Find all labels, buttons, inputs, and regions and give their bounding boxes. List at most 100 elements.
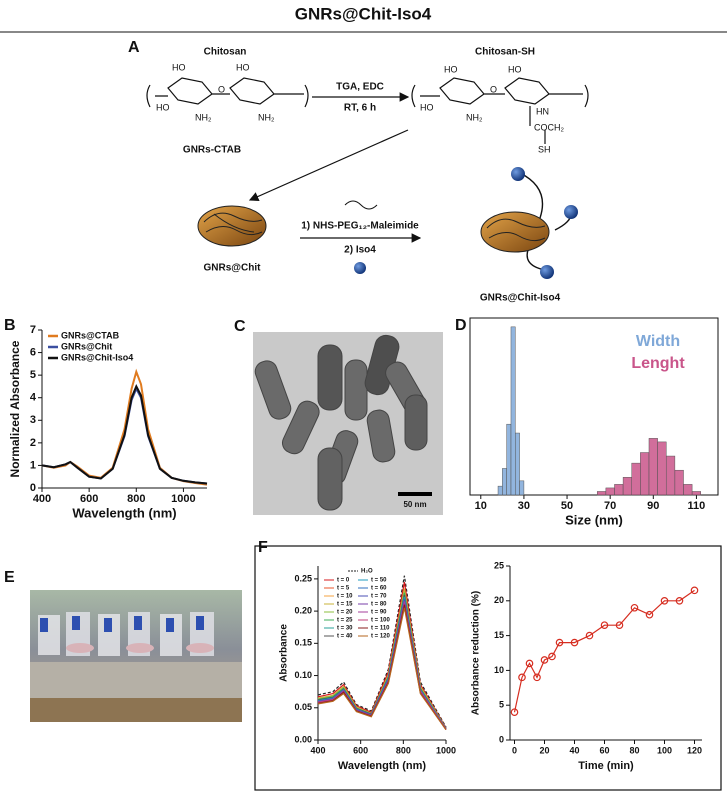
reagent: 2) Iso4 bbox=[344, 245, 376, 256]
y-tick-label: 0.05 bbox=[294, 702, 312, 712]
legend-label: t = 80 bbox=[371, 602, 387, 608]
point bbox=[630, 603, 639, 612]
legend-label: t = 70 bbox=[371, 594, 387, 600]
panel-label: F bbox=[258, 539, 268, 556]
legend-label: t = 60 bbox=[371, 586, 387, 592]
atom: HO bbox=[236, 62, 250, 72]
y-tick-label: 4 bbox=[30, 392, 37, 404]
x-tick-label: 0 bbox=[512, 745, 517, 755]
legend-label: GNRs@Chit bbox=[61, 341, 112, 351]
y-tick-label: 15 bbox=[494, 630, 504, 640]
legend-label: H₂O bbox=[361, 569, 373, 575]
figure-title: GNRs@Chit-Iso4 bbox=[295, 4, 432, 23]
nanorod-icon bbox=[480, 167, 578, 279]
legend-label: t = 100 bbox=[371, 618, 391, 624]
y-tick-label: 20 bbox=[494, 595, 504, 605]
tem-image: C 50 nm bbox=[234, 318, 443, 515]
panel-label: D bbox=[455, 317, 467, 334]
x-tick-label: 600 bbox=[80, 493, 98, 505]
y-axis-label: Absorbance reduction (%) bbox=[471, 591, 482, 715]
y-tick-label: 0 bbox=[499, 734, 504, 744]
bar bbox=[497, 485, 503, 496]
legend-label: GNRs@Chit-Iso4 bbox=[61, 352, 133, 362]
compound-label: GNRs@Chit-Iso4 bbox=[480, 293, 561, 304]
reagent: 1) NHS-PEG₁₂-Maleimide bbox=[301, 221, 419, 232]
bar bbox=[648, 438, 658, 496]
x-tick-label: 20 bbox=[539, 745, 549, 755]
bar bbox=[674, 469, 684, 496]
y-tick-label: 0.25 bbox=[294, 573, 312, 583]
atom: NH₂ bbox=[258, 112, 275, 122]
peg-icon bbox=[344, 200, 378, 210]
panel-label: E bbox=[4, 569, 15, 586]
x-tick-label: 90 bbox=[647, 500, 659, 512]
atom: HN bbox=[536, 106, 549, 116]
point bbox=[660, 596, 669, 605]
atom: HO bbox=[444, 64, 458, 74]
atom: HO bbox=[172, 62, 186, 72]
bar bbox=[605, 487, 615, 496]
y-tick-label: 0 bbox=[30, 482, 36, 494]
plot-frame bbox=[469, 317, 719, 496]
bar bbox=[506, 423, 512, 496]
y-tick-label: 1 bbox=[30, 459, 36, 471]
y-axis-label: Absorbance bbox=[279, 624, 290, 682]
condition: RT, 6 h bbox=[344, 103, 376, 114]
legend-label: t = 20 bbox=[337, 610, 353, 616]
atom: O bbox=[490, 84, 497, 94]
compound-label: Chitosan-SH bbox=[475, 47, 535, 58]
bar bbox=[657, 441, 667, 496]
bar bbox=[622, 477, 632, 496]
bracket bbox=[146, 84, 309, 108]
point bbox=[675, 596, 684, 605]
x-axis-label: Size (nm) bbox=[565, 512, 623, 527]
series-line bbox=[513, 589, 695, 713]
point bbox=[600, 621, 609, 629]
bracket bbox=[411, 84, 589, 108]
y-tick-label: 0.15 bbox=[294, 638, 312, 648]
legend-label: Lenght bbox=[631, 355, 685, 372]
point bbox=[690, 586, 699, 595]
legend-label: t = 5 bbox=[337, 586, 350, 592]
peptide-icon bbox=[354, 262, 366, 274]
atom: COCH₂ bbox=[534, 122, 564, 132]
panel-label: B bbox=[4, 317, 16, 334]
y-tick-label: 7 bbox=[30, 324, 36, 336]
y-tick-label: 0.20 bbox=[294, 605, 312, 615]
bar bbox=[665, 455, 676, 496]
photo: E bbox=[4, 569, 242, 722]
nanorod-icon bbox=[197, 205, 267, 247]
legend-label: t = 0 bbox=[337, 578, 350, 584]
point bbox=[518, 673, 526, 682]
x-tick-label: 1000 bbox=[436, 745, 456, 755]
y-tick-label: 5 bbox=[499, 700, 504, 710]
x-tick-label: 1000 bbox=[171, 493, 195, 505]
y-tick-label: 2 bbox=[30, 437, 36, 449]
nanorods bbox=[254, 334, 428, 511]
x-tick-label: 10 bbox=[475, 500, 487, 512]
y-tick-label: 0.00 bbox=[294, 734, 312, 744]
point bbox=[555, 638, 564, 647]
bar bbox=[683, 484, 693, 496]
bar bbox=[596, 491, 607, 496]
atom: HO bbox=[156, 102, 170, 112]
legend-label: t = 10 bbox=[337, 594, 353, 600]
bar bbox=[502, 468, 507, 496]
arrow bbox=[248, 129, 409, 201]
scheme: A Chitosan Chitosan-SH HO HO HO O NH₂ NH… bbox=[128, 39, 589, 304]
x-tick-label: 110 bbox=[688, 500, 706, 512]
legend-label: t = 15 bbox=[337, 602, 353, 608]
reagent: GNRs-CTAB bbox=[183, 145, 241, 156]
ring bbox=[420, 77, 583, 144]
panel-label: C bbox=[234, 318, 246, 335]
y-tick-label: 25 bbox=[494, 560, 504, 570]
point bbox=[540, 656, 549, 664]
y-tick-label: 10 bbox=[494, 665, 504, 675]
bar bbox=[515, 432, 520, 496]
point bbox=[645, 610, 654, 619]
panel-label: A bbox=[128, 39, 140, 56]
x-tick-label: 800 bbox=[396, 745, 411, 755]
x-axis-label: Wavelength (nm) bbox=[72, 505, 176, 520]
legend-label: Width bbox=[636, 333, 680, 350]
